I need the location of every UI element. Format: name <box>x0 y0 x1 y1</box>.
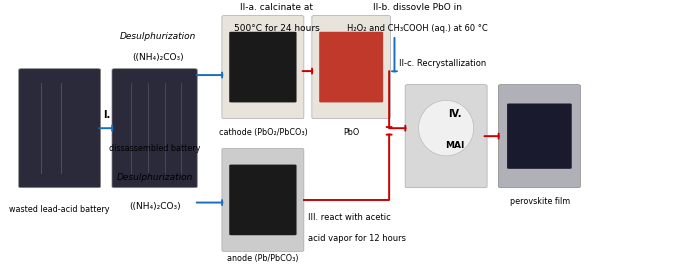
Text: II-c. Recrystallization: II-c. Recrystallization <box>399 59 486 68</box>
Text: III. react with acetic: III. react with acetic <box>308 213 390 222</box>
Text: ((NH₄)₂CO₃): ((NH₄)₂CO₃) <box>129 202 180 211</box>
FancyBboxPatch shape <box>222 148 304 252</box>
Text: Desulphurization: Desulphurization <box>116 173 192 182</box>
FancyBboxPatch shape <box>222 15 304 119</box>
Text: acid vapor for 12 hours: acid vapor for 12 hours <box>308 234 406 243</box>
FancyBboxPatch shape <box>312 15 390 119</box>
Text: cathode (PbO₂/PbCO₃): cathode (PbO₂/PbCO₃) <box>219 128 308 137</box>
Text: ((NH₄)₂CO₃): ((NH₄)₂CO₃) <box>132 53 184 62</box>
Text: II-b. dissovle PbO in: II-b. dissovle PbO in <box>373 3 462 12</box>
Text: IV.: IV. <box>448 109 461 119</box>
FancyBboxPatch shape <box>499 85 580 188</box>
Text: PbO: PbO <box>343 128 360 137</box>
Text: II-a. calcinate at: II-a. calcinate at <box>240 3 313 12</box>
FancyBboxPatch shape <box>112 69 197 188</box>
Ellipse shape <box>419 100 474 156</box>
Text: H₂O₂ and CH₃COOH (aq.) at 60 °C: H₂O₂ and CH₃COOH (aq.) at 60 °C <box>347 24 488 33</box>
Text: 500°C for 24 hours: 500°C for 24 hours <box>234 24 319 33</box>
FancyBboxPatch shape <box>507 104 572 169</box>
Text: MAI: MAI <box>445 141 464 150</box>
Text: I.: I. <box>103 110 110 120</box>
Text: dissassembled battery: dissassembled battery <box>109 144 200 153</box>
FancyBboxPatch shape <box>229 32 297 103</box>
FancyBboxPatch shape <box>18 69 101 188</box>
Text: anode (Pb/PbCO₃): anode (Pb/PbCO₃) <box>227 254 299 263</box>
FancyBboxPatch shape <box>405 85 487 188</box>
FancyBboxPatch shape <box>229 164 297 235</box>
Text: wasted lead-acid battery: wasted lead-acid battery <box>9 205 110 214</box>
FancyBboxPatch shape <box>319 32 383 103</box>
Text: Desulphurization: Desulphurization <box>120 32 196 41</box>
Text: perovskite film: perovskite film <box>510 197 570 206</box>
